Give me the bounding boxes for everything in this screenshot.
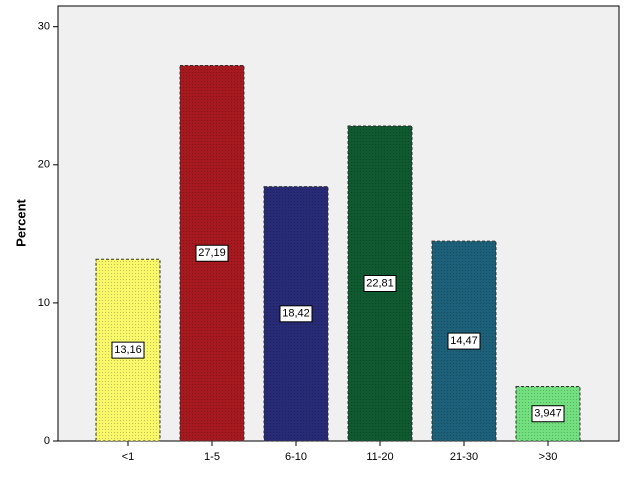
value-label: 3,947 bbox=[534, 408, 562, 420]
value-label-box bbox=[531, 405, 565, 423]
value-label: 14,47 bbox=[450, 335, 478, 347]
value-label-box bbox=[195, 244, 229, 262]
x-tick-label: >30 bbox=[539, 451, 558, 463]
value-label-box bbox=[447, 332, 481, 350]
x-tick-label: 21-30 bbox=[450, 451, 478, 463]
y-tick-label: 20 bbox=[38, 159, 50, 171]
x-tick-label: <1 bbox=[122, 451, 135, 463]
y-axis-label: Percent bbox=[13, 198, 28, 246]
x-tick-label: 6-10 bbox=[285, 451, 307, 463]
y-tick-label: 30 bbox=[38, 21, 50, 33]
y-tick-label: 10 bbox=[38, 297, 50, 309]
y-tick-label: 0 bbox=[44, 435, 50, 447]
value-label-box bbox=[279, 305, 313, 323]
value-label: 27,19 bbox=[198, 247, 226, 259]
value-label-box bbox=[363, 275, 397, 293]
value-label: 22,81 bbox=[366, 277, 394, 289]
value-label-box bbox=[111, 341, 145, 359]
value-label: 18,42 bbox=[282, 308, 310, 320]
x-tick-label: 11-20 bbox=[366, 451, 393, 463]
x-tick-label: 1-5 bbox=[204, 451, 220, 463]
value-label: 13,16 bbox=[114, 344, 142, 356]
